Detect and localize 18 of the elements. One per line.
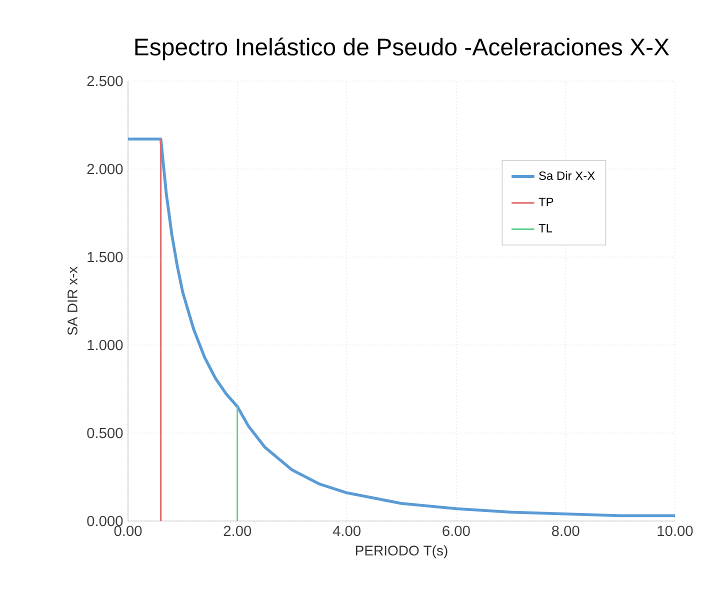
x-tick-label: 4.00 bbox=[332, 526, 360, 536]
chart-title: Espectro Inelástico de Pseudo -Aceleraciones X-X bbox=[135, 38, 670, 60]
legend-label: TL bbox=[538, 224, 552, 232]
y-tick-label: 0.500 bbox=[87, 428, 123, 438]
x-tick-label: 2.00 bbox=[224, 526, 252, 536]
legend-label: TP bbox=[538, 198, 554, 206]
x-tick-label: 10.00 bbox=[658, 526, 693, 536]
y-tick-label: 1.000 bbox=[88, 340, 123, 350]
y-tick-label: 2.000 bbox=[87, 164, 123, 174]
y-tick-label: 0.000 bbox=[87, 516, 123, 526]
x-tick-label: 8.00 bbox=[552, 526, 580, 536]
x-axis-title: PERIODO T(s) bbox=[356, 545, 448, 558]
x-tick-label: 6.00 bbox=[442, 526, 470, 536]
y-axis-title: SA DIR x-x bbox=[68, 266, 78, 335]
legend-label: Sa Dir X-X bbox=[539, 171, 595, 180]
x-tick-label: 0.00 bbox=[114, 526, 142, 536]
y-tick-label: 1.500 bbox=[88, 252, 123, 262]
y-tick-label: 2.500 bbox=[87, 76, 123, 86]
